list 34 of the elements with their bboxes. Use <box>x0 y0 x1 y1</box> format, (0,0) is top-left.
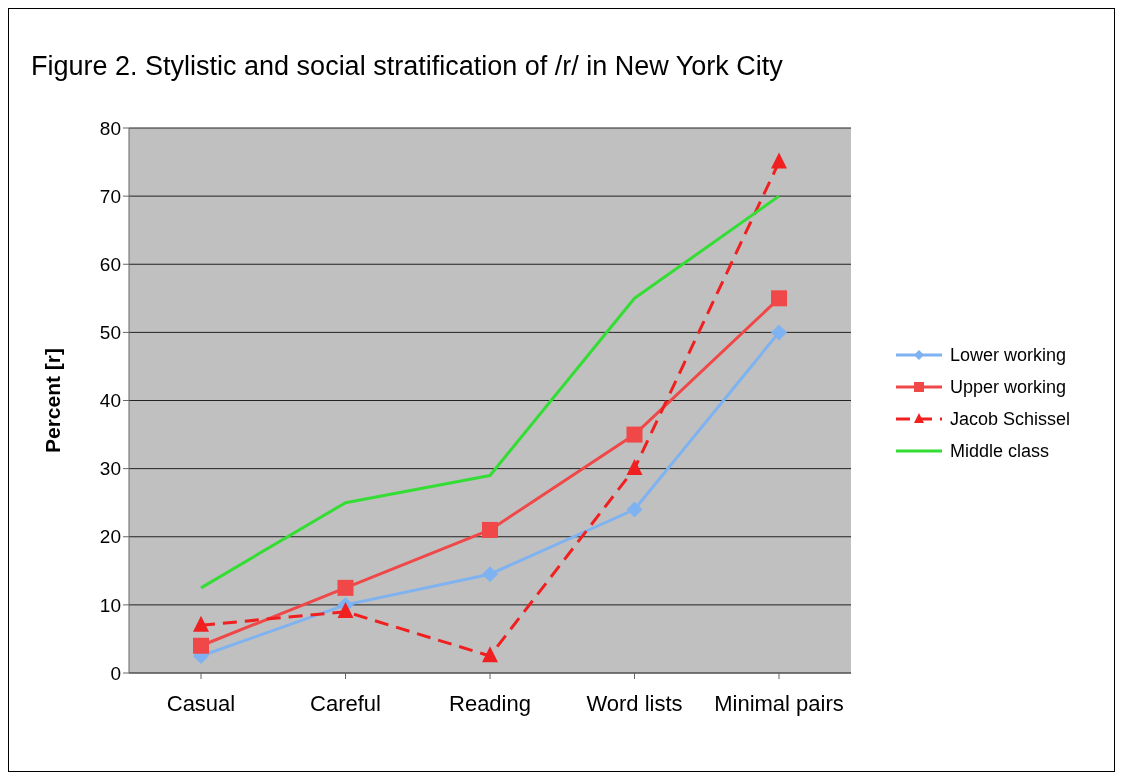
y-tick-label: 80 <box>99 117 121 139</box>
y-tick-label: 50 <box>99 322 121 344</box>
x-tick-label: Careful <box>310 690 381 716</box>
y-tick-label: 0 <box>110 662 121 684</box>
y-tick-label: 30 <box>99 458 121 480</box>
y-tick-label: 20 <box>99 526 121 548</box>
x-tick-label: Minimal pairs <box>714 690 844 716</box>
point <box>482 566 498 583</box>
point <box>626 426 643 443</box>
point <box>337 602 354 619</box>
line-series <box>199 194 781 590</box>
x-tick-label: Reading <box>449 690 531 716</box>
point <box>482 646 498 663</box>
point <box>626 459 643 476</box>
legend-label: Middle class <box>950 440 1050 462</box>
point <box>771 290 787 307</box>
y-tick-label: 70 <box>99 185 121 207</box>
y-tick-label: 10 <box>99 594 121 616</box>
legend-label: Lower working <box>950 344 1067 366</box>
legend-label: Upper working <box>950 376 1067 398</box>
y-axis-title: Percent [r] <box>41 347 65 454</box>
y-tick-label: 40 <box>99 390 121 412</box>
point <box>193 615 209 632</box>
x-tick-label: Word lists <box>586 690 683 716</box>
x-tick-label: Casual <box>166 690 236 716</box>
y-tick-label: 60 <box>99 253 121 275</box>
point <box>771 152 787 169</box>
point <box>193 637 209 654</box>
point <box>626 501 643 518</box>
point <box>771 324 787 341</box>
chart-title: Figure 2. Stylistic and social stratification of /r/ in New York City <box>31 51 783 82</box>
point <box>482 521 498 538</box>
legend-label: Jacob Schissel <box>950 408 1071 430</box>
point <box>337 579 354 596</box>
